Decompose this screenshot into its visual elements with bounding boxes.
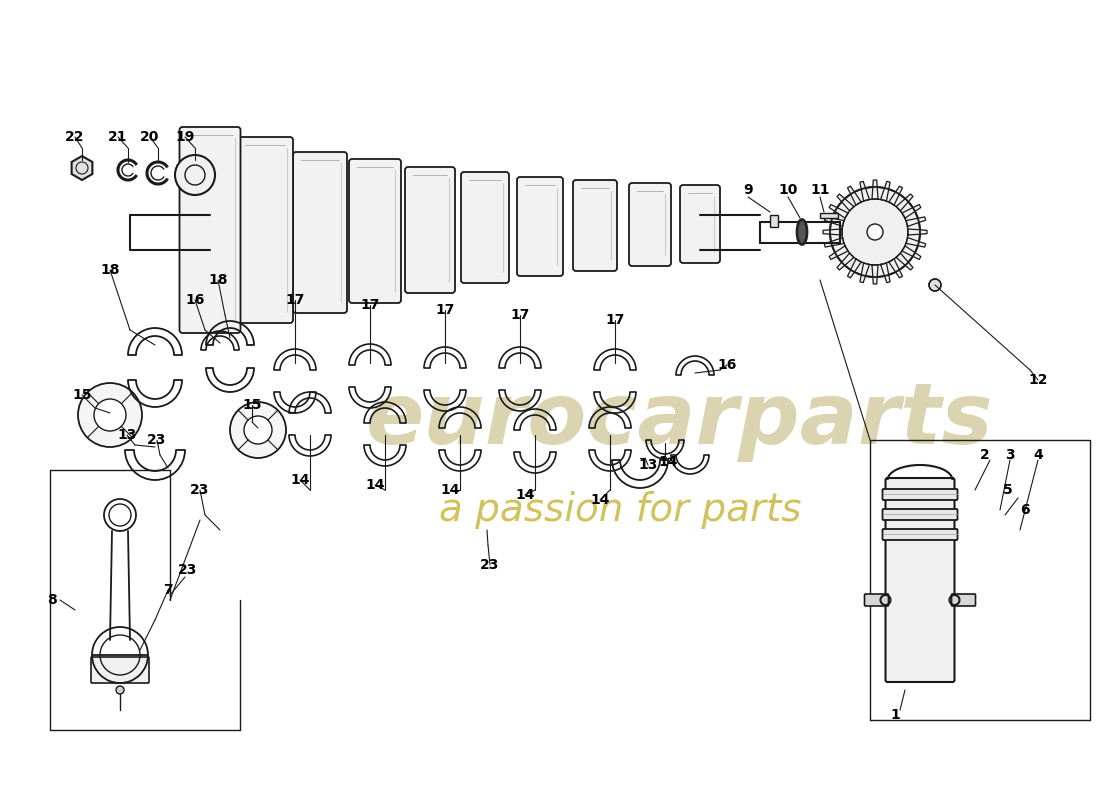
Polygon shape [896,253,913,270]
Text: 14: 14 [591,493,609,507]
Polygon shape [906,217,925,226]
Text: 14: 14 [290,473,310,487]
Text: 14: 14 [365,478,385,492]
Polygon shape [824,217,844,226]
Polygon shape [881,182,890,201]
Text: 22: 22 [65,130,85,144]
FancyBboxPatch shape [461,172,509,283]
Polygon shape [881,263,890,282]
Circle shape [175,155,214,195]
Polygon shape [847,186,861,205]
FancyBboxPatch shape [882,509,957,520]
Circle shape [867,224,883,240]
Text: 15: 15 [242,398,262,412]
Polygon shape [837,253,854,270]
Circle shape [94,399,126,431]
Text: 23: 23 [178,563,198,577]
Circle shape [244,416,272,444]
Text: 4: 4 [1033,448,1043,462]
FancyBboxPatch shape [886,478,955,682]
FancyBboxPatch shape [573,180,617,271]
FancyBboxPatch shape [293,152,346,313]
Text: 9: 9 [744,183,752,197]
Text: 13: 13 [118,428,136,442]
Text: 14: 14 [658,455,678,469]
Text: 17: 17 [361,298,379,312]
FancyBboxPatch shape [680,185,720,263]
Polygon shape [72,156,92,180]
Text: 15: 15 [73,388,91,402]
Text: 7: 7 [163,583,173,597]
Polygon shape [847,259,861,278]
Text: 14: 14 [515,488,535,502]
Text: 23: 23 [481,558,499,572]
FancyBboxPatch shape [236,137,293,323]
Polygon shape [872,180,878,199]
Text: 16: 16 [717,358,737,372]
Circle shape [230,402,286,458]
Polygon shape [908,229,927,235]
Polygon shape [889,186,902,205]
Text: 16: 16 [185,293,205,307]
Text: 18: 18 [100,263,120,277]
FancyBboxPatch shape [405,167,455,293]
Circle shape [830,187,920,277]
FancyBboxPatch shape [349,159,402,303]
Bar [820,213,838,218]
FancyBboxPatch shape [882,529,957,540]
Polygon shape [872,265,878,284]
Text: 3: 3 [1005,448,1015,462]
FancyBboxPatch shape [179,127,241,333]
FancyBboxPatch shape [952,594,976,606]
Polygon shape [902,246,921,259]
Text: 8: 8 [47,593,57,607]
Polygon shape [902,205,921,218]
Text: 11: 11 [811,183,829,197]
Text: 18: 18 [208,273,228,287]
Ellipse shape [798,219,807,245]
FancyBboxPatch shape [865,594,889,606]
Polygon shape [889,259,902,278]
Text: 17: 17 [605,313,625,327]
Polygon shape [823,229,843,235]
Text: 14: 14 [440,483,460,497]
Text: 23: 23 [190,483,210,497]
Text: 12: 12 [1028,373,1047,387]
FancyBboxPatch shape [629,183,671,266]
Polygon shape [829,205,848,218]
Text: 2: 2 [980,448,990,462]
Text: 19: 19 [175,130,195,144]
Text: 17: 17 [436,303,454,317]
Polygon shape [906,238,925,247]
Text: 1: 1 [890,708,900,722]
Bar [770,215,778,227]
Polygon shape [860,182,869,201]
Circle shape [116,686,124,694]
Text: eurocarparts: eurocarparts [366,378,993,462]
Circle shape [930,279,940,291]
FancyBboxPatch shape [91,657,148,683]
Text: 13: 13 [638,458,658,472]
Text: 20: 20 [141,130,160,144]
Polygon shape [837,194,854,211]
Polygon shape [829,246,848,259]
Text: a passion for parts: a passion for parts [439,491,801,529]
Text: 5: 5 [1003,483,1013,497]
Polygon shape [896,194,913,211]
FancyBboxPatch shape [882,489,957,500]
Text: 17: 17 [285,293,305,307]
Text: 6: 6 [1020,503,1030,517]
FancyBboxPatch shape [517,177,563,276]
Text: 23: 23 [147,433,167,447]
Text: 17: 17 [510,308,530,322]
Circle shape [78,383,142,447]
Text: 21: 21 [108,130,128,144]
Polygon shape [860,263,869,282]
Text: 10: 10 [779,183,798,197]
Polygon shape [824,238,844,247]
